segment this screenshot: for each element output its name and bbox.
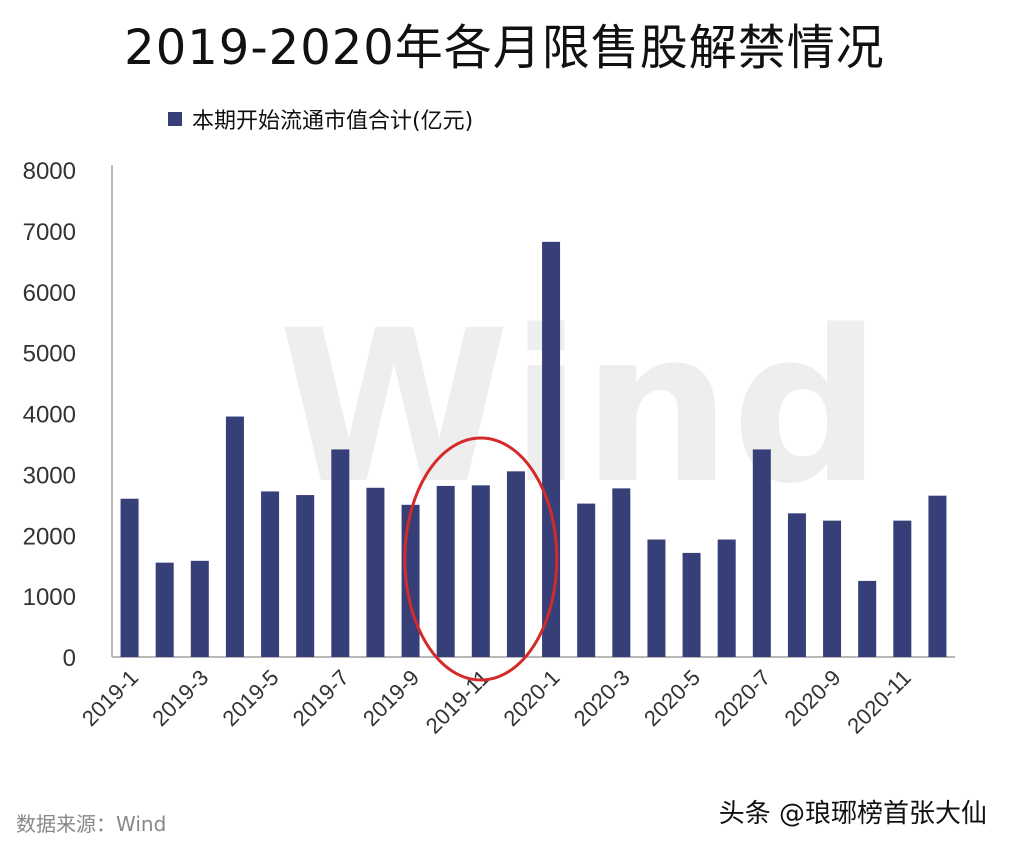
- x-tick-label: 2020-11: [842, 665, 916, 739]
- y-tick-label: 5000: [23, 341, 76, 368]
- bar: [471, 485, 490, 657]
- x-tick-label: 2020-9: [779, 665, 845, 731]
- bar: [542, 241, 561, 657]
- bar: [506, 471, 525, 657]
- x-tick-label: 2019-1: [77, 665, 143, 731]
- bar: [296, 495, 315, 657]
- bar: [190, 560, 209, 657]
- y-tick-label: 2000: [23, 523, 76, 550]
- chart-title: 2019-2020年各月限售股解禁情况: [124, 20, 885, 76]
- author-credit: 头条 @琅琊榜首张大仙: [718, 799, 987, 829]
- bar: [682, 552, 701, 657]
- y-tick-label: 1000: [23, 584, 76, 611]
- bar: [331, 449, 350, 657]
- bar: [612, 488, 631, 657]
- highlight-ellipse: [403, 436, 559, 682]
- bar: [823, 520, 842, 657]
- y-tick-label: 3000: [23, 462, 76, 489]
- bar: [155, 562, 174, 657]
- bar: [436, 485, 455, 657]
- source-note: 数据来源：Wind: [16, 812, 167, 836]
- x-tick-label: 2020-7: [709, 665, 775, 731]
- bar: [261, 491, 280, 657]
- x-tick-label: 2019-9: [358, 665, 424, 731]
- bar: [717, 539, 736, 657]
- chart-legend: 本期开始流通市值合计(亿元): [168, 104, 473, 134]
- x-tick-label: 2019-7: [288, 665, 354, 731]
- bar: [752, 449, 771, 657]
- x-tick-label: 2020-5: [639, 665, 705, 731]
- bar: [366, 487, 385, 657]
- bar: [928, 495, 947, 657]
- x-tick-label: 2019-3: [147, 665, 213, 731]
- legend-label: 本期开始流通市值合计(亿元): [192, 109, 474, 134]
- y-tick-label: 6000: [23, 280, 76, 307]
- bar: [401, 504, 420, 657]
- bar: [858, 580, 877, 657]
- bar: [647, 539, 666, 657]
- bar: [225, 416, 244, 657]
- y-tick-label: 7000: [23, 219, 76, 246]
- bar: [893, 520, 912, 657]
- bar: [787, 513, 806, 657]
- y-tick-label: 0: [63, 645, 76, 672]
- x-tick-label: 2020-1: [498, 665, 564, 731]
- legend-swatch: [168, 112, 182, 126]
- x-tick-label: 2020-3: [569, 665, 635, 731]
- y-tick-label: 8000: [23, 158, 76, 185]
- bar: [577, 503, 596, 657]
- y-tick-label: 4000: [23, 402, 76, 429]
- x-tick-label: 2019-5: [217, 665, 283, 731]
- x-tick-label: 2019-11: [421, 665, 495, 739]
- bar: [120, 498, 139, 657]
